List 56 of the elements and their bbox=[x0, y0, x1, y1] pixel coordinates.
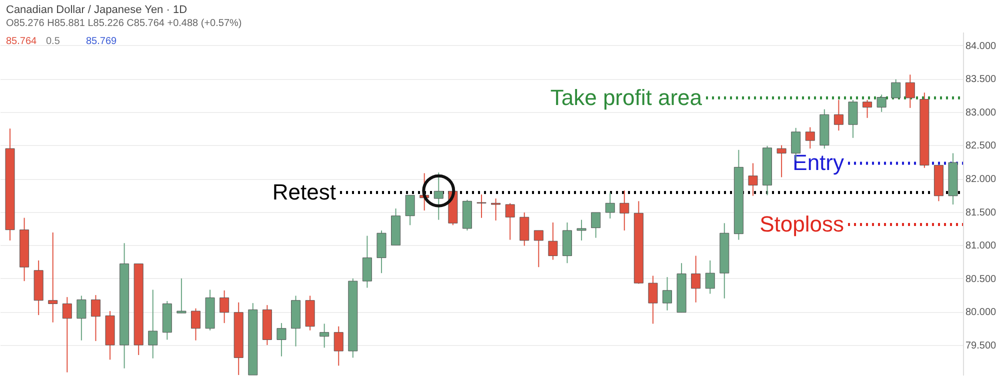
candlestick bbox=[405, 194, 415, 226]
candlestick bbox=[520, 212, 530, 246]
candlestick bbox=[76, 295, 86, 341]
candlestick bbox=[891, 78, 901, 98]
candlestick bbox=[534, 230, 544, 268]
candlestick bbox=[62, 296, 72, 373]
candlestick bbox=[605, 192, 615, 219]
candlestick bbox=[876, 94, 886, 112]
y-tick-label: 81.500 bbox=[966, 207, 997, 218]
candlestick bbox=[334, 326, 344, 366]
y-tick-label: 81.000 bbox=[966, 240, 997, 252]
annotation: 85.764 bbox=[6, 36, 38, 47]
y-tick-label: 82.500 bbox=[966, 140, 997, 152]
candlestick bbox=[176, 278, 186, 314]
candlestick bbox=[491, 198, 501, 221]
candlestick bbox=[591, 212, 601, 238]
candlestick bbox=[620, 190, 630, 231]
y-tick-label: 82.000 bbox=[966, 174, 997, 186]
y-tick-label: 80.500 bbox=[966, 274, 997, 285]
y-tick-label: 83.500 bbox=[966, 74, 997, 86]
candlestick bbox=[362, 235, 372, 288]
candlestick bbox=[48, 232, 58, 323]
y-tick-label: 84.000 bbox=[966, 40, 997, 52]
candlestick bbox=[148, 289, 158, 359]
candlestick bbox=[691, 255, 701, 303]
ref-line-label: Entry bbox=[792, 150, 844, 176]
candlestick bbox=[705, 260, 715, 294]
candlestick bbox=[90, 294, 100, 342]
candlestick bbox=[320, 323, 330, 348]
candlestick bbox=[190, 308, 200, 341]
y-tick-label: 83.000 bbox=[966, 107, 997, 118]
candlestick bbox=[220, 290, 230, 324]
chart-subtitle: O85.276 H85.881 L85.226 C85.764 +0.488 (+0.57%) bbox=[6, 18, 242, 29]
chart-title: Canadian Dollar / Japanese Yen · 1D bbox=[6, 4, 188, 16]
candlestick bbox=[805, 126, 815, 150]
candlestick bbox=[276, 322, 286, 357]
candlestick bbox=[548, 222, 558, 260]
candlestick bbox=[662, 276, 672, 311]
ref-line-label: Take profit area bbox=[550, 84, 703, 110]
candlestick bbox=[476, 194, 486, 218]
y-tick-label: 79.500 bbox=[966, 340, 997, 352]
candlestick bbox=[648, 275, 658, 324]
ref-line-label: Retest bbox=[272, 180, 336, 205]
candlestick bbox=[505, 202, 515, 240]
candlestick bbox=[848, 99, 858, 138]
ref-line-label: Stoploss bbox=[760, 211, 844, 236]
candlestick bbox=[576, 219, 586, 241]
candlestick bbox=[776, 144, 786, 178]
candlestick bbox=[862, 99, 872, 118]
annotation: 85.769 bbox=[86, 36, 118, 47]
candlestick bbox=[834, 99, 844, 132]
candlestick bbox=[434, 172, 444, 220]
candlestick bbox=[905, 74, 915, 108]
candlestick bbox=[748, 162, 758, 196]
annotation: 0.5 bbox=[46, 36, 60, 47]
y-tick-label: 80.000 bbox=[966, 307, 997, 318]
